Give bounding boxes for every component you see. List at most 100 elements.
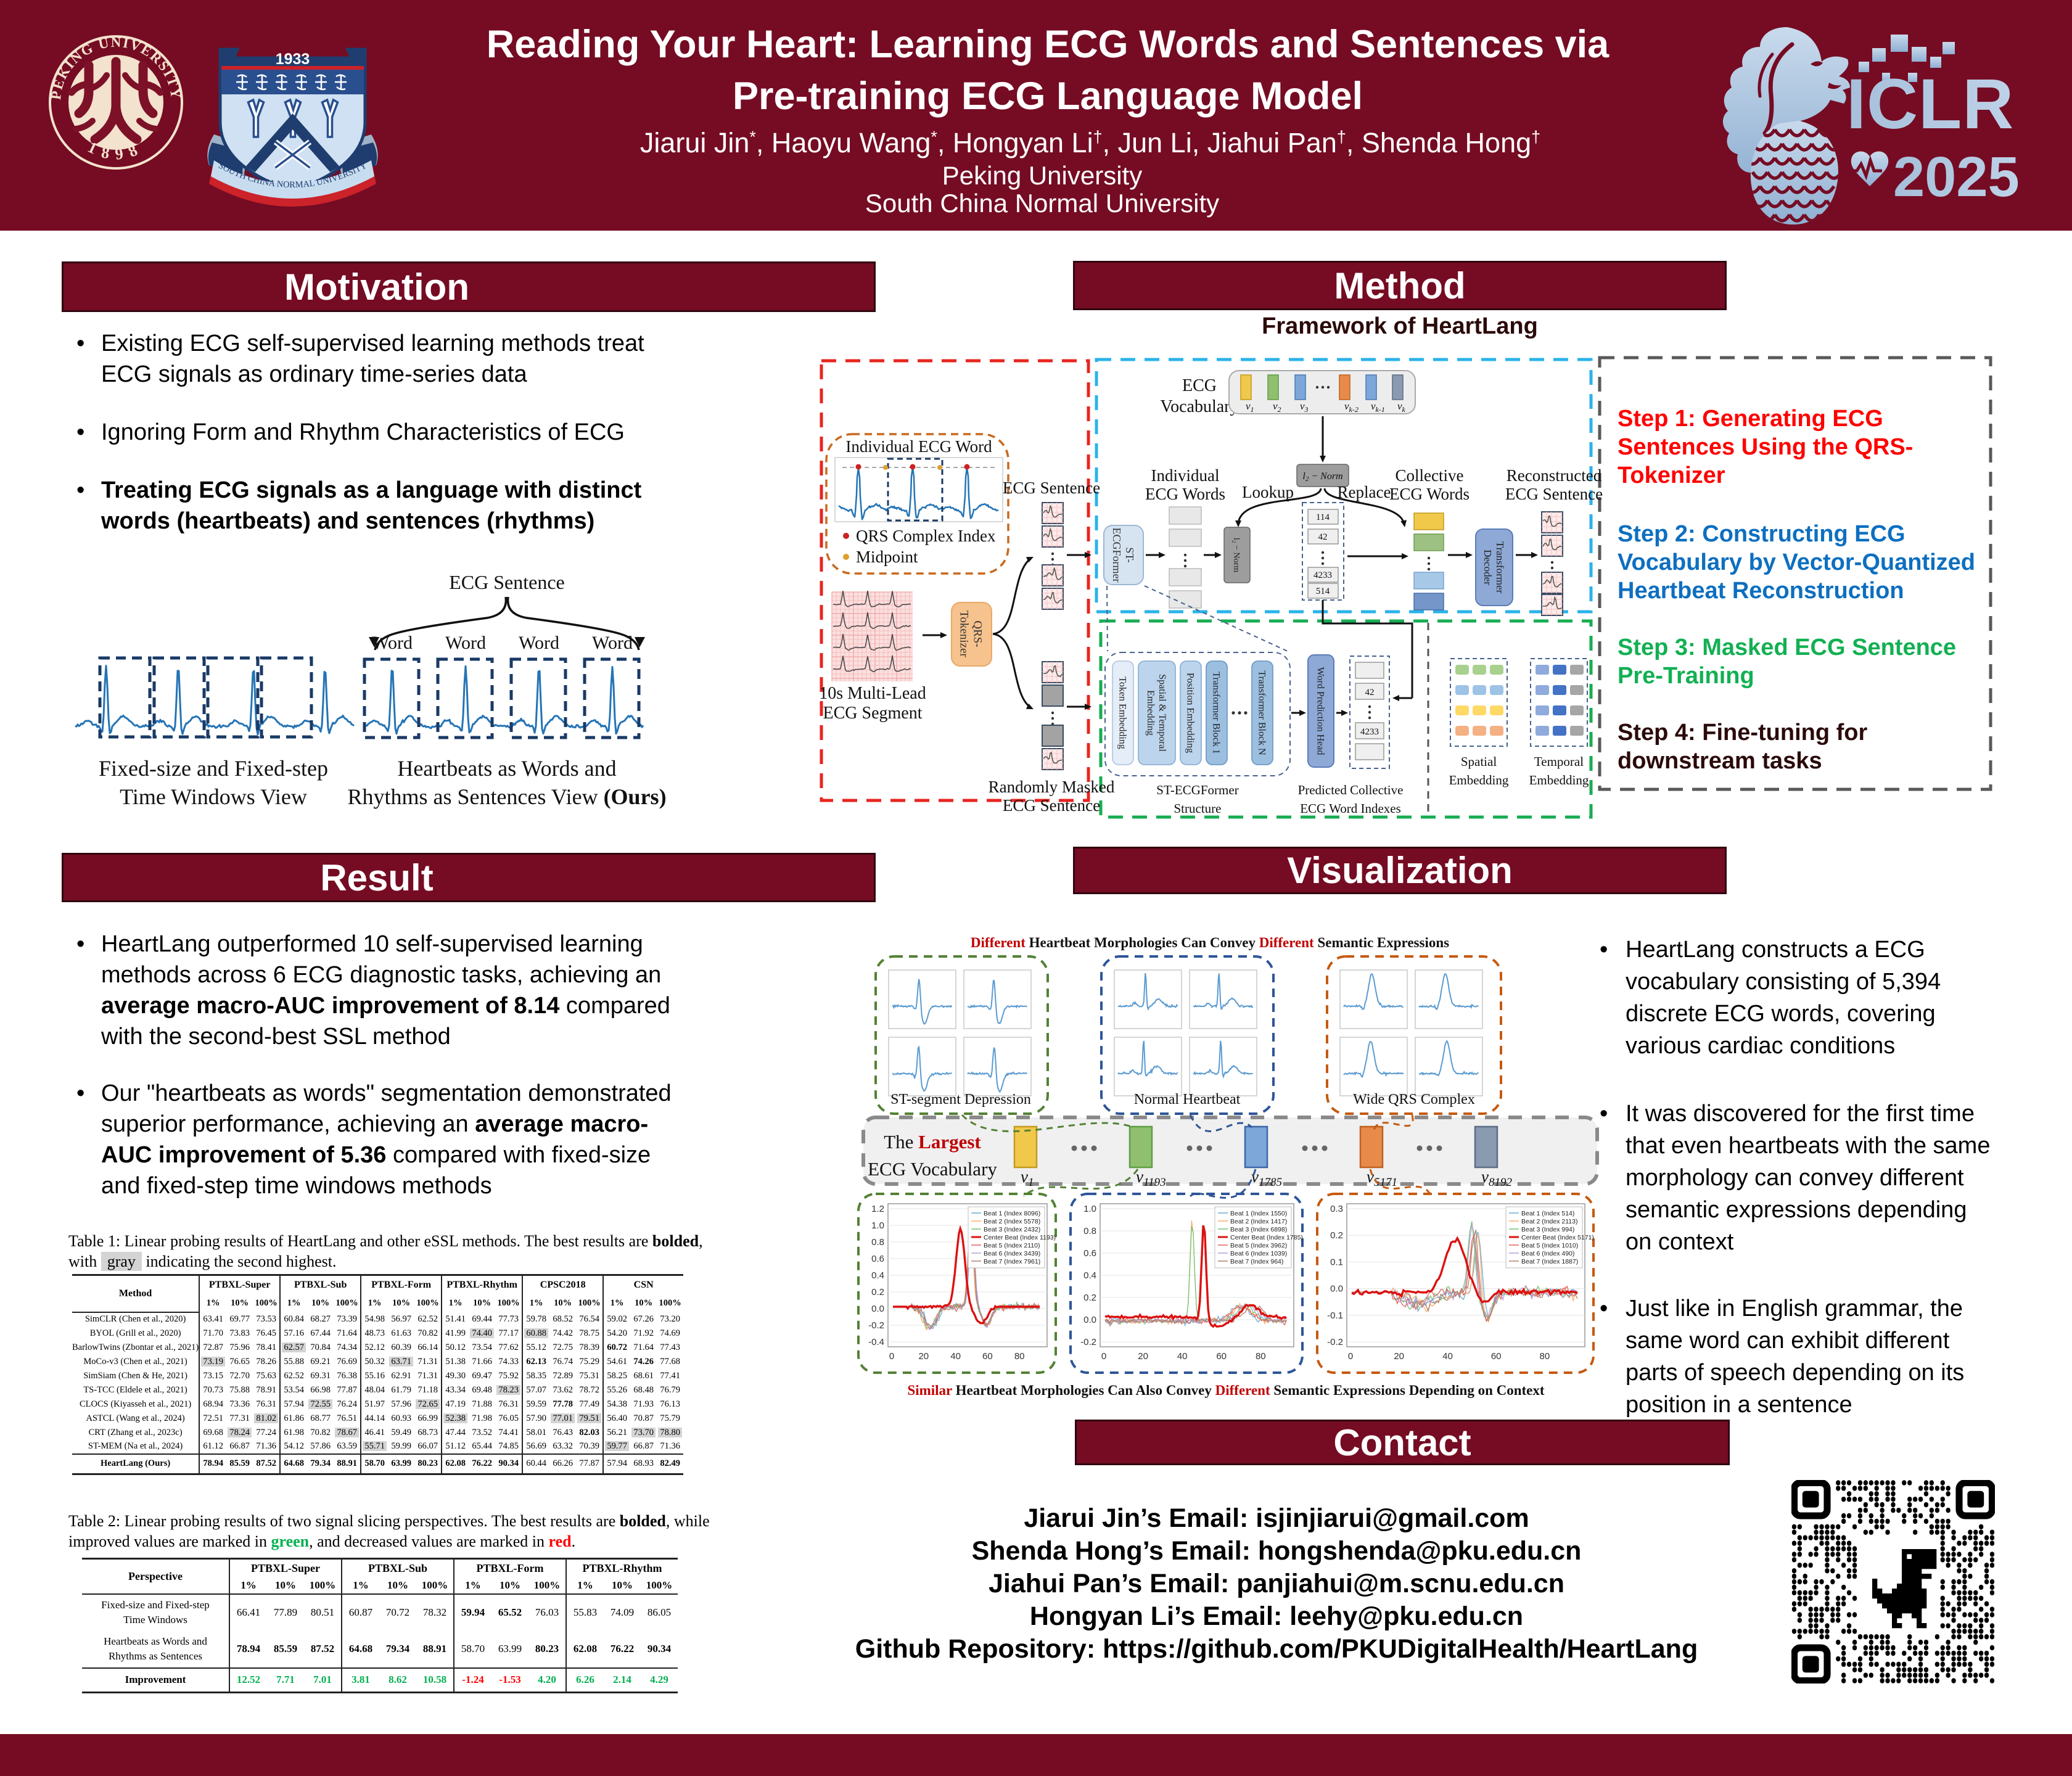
svg-text:Spatial & Temporal: Spatial & Temporal — [1157, 674, 1167, 752]
svg-text:60: 60 — [982, 1351, 993, 1362]
svg-text:Reconstructed: Reconstructed — [1507, 466, 1602, 485]
svg-text:ECG Sentence: ECG Sentence — [449, 571, 565, 593]
svg-text:Word Prediction Head: Word Prediction Head — [1315, 667, 1325, 755]
svg-text:Beat 6 (Index 490): Beat 6 (Index 490) — [1521, 1250, 1574, 1257]
svg-text:0.0: 0.0 — [871, 1304, 884, 1314]
svg-text:Beat 7 (Index 1887): Beat 7 (Index 1887) — [1521, 1258, 1578, 1265]
svg-text:1.0: 1.0 — [1083, 1204, 1096, 1214]
svg-text:Temporal: Temporal — [1534, 754, 1584, 769]
svg-text:4233: 4233 — [1314, 570, 1332, 580]
svg-text:1933: 1933 — [276, 51, 310, 68]
svg-text:0.8: 0.8 — [1083, 1226, 1096, 1236]
svg-text:Center Beat (Index 5171): Center Beat (Index 5171) — [1521, 1234, 1594, 1241]
svg-text:Beat 5 (Index 3962): Beat 5 (Index 3962) — [1230, 1242, 1287, 1249]
svg-text:42: 42 — [1365, 688, 1375, 697]
svg-text:Beat 2 (Index 1417): Beat 2 (Index 1417) — [1230, 1218, 1287, 1225]
svg-text:Center Beat (Index 1193): Center Beat (Index 1193) — [984, 1234, 1056, 1241]
svg-text:60: 60 — [1491, 1351, 1502, 1362]
svg-text:The Largest: The Largest — [884, 1131, 981, 1153]
svg-text:Sentences Using the QRS-: Sentences Using the QRS- — [1618, 434, 1913, 460]
svg-text:downstream tasks: downstream tasks — [1618, 748, 1822, 774]
svg-text:Normal Heartbeat: Normal Heartbeat — [1134, 1092, 1241, 1108]
svg-text:Beat 1 (Index 8096): Beat 1 (Index 8096) — [984, 1210, 1040, 1217]
svg-text:ST-: ST- — [1124, 547, 1136, 562]
svg-text:ST-ECGFormer: ST-ECGFormer — [1156, 783, 1238, 797]
svg-text:Structure: Structure — [1174, 801, 1222, 816]
svg-text:Predicted Collective: Predicted Collective — [1298, 783, 1404, 797]
svg-text:Fixed-size and Fixed-step: Fixed-size and Fixed-step — [99, 756, 328, 781]
svg-text:ST-segment Depression: ST-segment Depression — [890, 1092, 1031, 1108]
svg-text:Step 2: Constructing ECG: Step 2: Constructing ECG — [1618, 521, 1906, 547]
svg-text:Beat 3 (Index 994): Beat 3 (Index 994) — [1521, 1226, 1574, 1233]
svg-text:-0.2: -0.2 — [1080, 1337, 1096, 1347]
svg-text:0.6: 0.6 — [871, 1254, 884, 1264]
svg-text:Embedding: Embedding — [1145, 690, 1156, 736]
svg-text:0.4: 0.4 — [1083, 1270, 1096, 1281]
svg-text:1.0: 1.0 — [871, 1220, 884, 1231]
svg-text:l₂ − Norm: l₂ − Norm — [1231, 538, 1241, 572]
svg-text:Rhythms as Sentences View (Our: Rhythms as Sentences View (Ours) — [347, 784, 666, 809]
svg-text:Step 1: Generating ECG: Step 1: Generating ECG — [1618, 406, 1883, 432]
svg-text:Vocabulary: Vocabulary — [1161, 397, 1239, 416]
svg-text:Beat 6 (Index 1039): Beat 6 (Index 1039) — [1230, 1250, 1287, 1257]
svg-text:Beat 7 (Index 7961): Beat 7 (Index 7961) — [984, 1258, 1040, 1265]
svg-text:0.1: 0.1 — [1330, 1257, 1343, 1267]
svg-text:Step 4: Fine-tuning for: Step 4: Fine-tuning for — [1618, 720, 1868, 746]
svg-text:ECG Word Indexes: ECG Word Indexes — [1300, 801, 1401, 816]
svg-text:ECG Sentence: ECG Sentence — [1505, 485, 1603, 503]
svg-text:Tokenizer: Tokenizer — [1618, 462, 1725, 488]
svg-text:-0.4: -0.4 — [868, 1337, 884, 1347]
svg-text:Time Windows View: Time Windows View — [120, 784, 307, 809]
svg-text:QRS Complex Index: QRS Complex Index — [856, 527, 996, 545]
svg-text:Beat 2 (Index 2113): Beat 2 (Index 2113) — [1521, 1218, 1577, 1225]
svg-text:Beat 2 (Index 5578): Beat 2 (Index 5578) — [984, 1218, 1040, 1225]
svg-text:Transformer Block N: Transformer Block N — [1256, 670, 1267, 755]
svg-text:40: 40 — [950, 1351, 961, 1362]
svg-text:Decoder: Decoder — [1482, 549, 1494, 585]
svg-text:Heartbeat Reconstruction: Heartbeat Reconstruction — [1618, 578, 1904, 604]
svg-text:ECG: ECG — [1182, 376, 1217, 395]
svg-text:40: 40 — [1177, 1351, 1188, 1362]
svg-text:ECG Words: ECG Words — [1145, 485, 1225, 503]
svg-text:Beat 7 (Index 964): Beat 7 (Index 964) — [1230, 1258, 1283, 1265]
svg-text:0.0: 0.0 — [1330, 1284, 1343, 1294]
svg-text:Token Embedding: Token Embedding — [1117, 676, 1127, 749]
svg-text:0.2: 0.2 — [1083, 1293, 1096, 1303]
svg-text:Similar Heartbeat Morphologies: Similar Heartbeat Morphologies Can Also … — [907, 1383, 1544, 1398]
svg-text:Word: Word — [445, 633, 486, 653]
svg-text:Beat 6 (Index 3439): Beat 6 (Index 3439) — [984, 1250, 1040, 1257]
svg-text:Embedding: Embedding — [1529, 773, 1589, 787]
svg-text:Different Heartbeat Morphologi: Different Heartbeat Morphologies Can Con… — [971, 935, 1449, 950]
svg-text:Heartbeats as Words and: Heartbeats as Words and — [397, 756, 616, 781]
svg-text:1.2: 1.2 — [871, 1204, 884, 1214]
svg-text:0.6: 0.6 — [1083, 1248, 1096, 1259]
svg-text:0.0: 0.0 — [1083, 1315, 1096, 1325]
svg-text:Randomly Masked: Randomly Masked — [989, 778, 1115, 796]
svg-text:ECG Sentence: ECG Sentence — [1003, 479, 1100, 497]
svg-text:Vocabulary by Vector-Quantized: Vocabulary by Vector-Quantized — [1618, 549, 1975, 575]
svg-text:ECGFormer: ECGFormer — [1111, 528, 1123, 583]
svg-text:ECG Words: ECG Words — [1389, 485, 1470, 503]
svg-text:-0.2: -0.2 — [868, 1320, 884, 1331]
svg-text:Step 3: Masked ECG Sentence: Step 3: Masked ECG Sentence — [1618, 635, 1956, 660]
svg-text:v1785: v1785 — [1251, 1167, 1282, 1189]
svg-text:20: 20 — [1394, 1351, 1404, 1362]
svg-text:Individual ECG Word: Individual ECG Word — [845, 437, 992, 456]
svg-text:Beat 5 (Index 1010): Beat 5 (Index 1010) — [1521, 1242, 1578, 1249]
svg-text:80: 80 — [1256, 1351, 1266, 1362]
svg-text:Embedding: Embedding — [1449, 773, 1509, 787]
svg-text:ECG Segment: ECG Segment — [823, 704, 923, 723]
svg-text:Beat 3 (Index 2432): Beat 3 (Index 2432) — [984, 1226, 1040, 1233]
svg-text:0.2: 0.2 — [871, 1287, 884, 1297]
svg-text:0: 0 — [1348, 1351, 1353, 1362]
svg-text:ICLR: ICLR — [1846, 65, 2014, 144]
svg-text:10s Multi-Lead: 10s Multi-Lead — [819, 684, 926, 703]
svg-text:Beat 3 (Index 6898): Beat 3 (Index 6898) — [1230, 1226, 1287, 1233]
svg-text:Lookup: Lookup — [1242, 483, 1294, 501]
svg-text:Position Embedding: Position Embedding — [1185, 673, 1195, 753]
svg-text:20: 20 — [1138, 1351, 1148, 1362]
svg-text:Pre-Training: Pre-Training — [1618, 663, 1754, 689]
svg-text:Beat 1 (Index 1550): Beat 1 (Index 1550) — [1230, 1210, 1287, 1217]
svg-text:Tokenizer: Tokenizer — [957, 610, 970, 657]
svg-text:0: 0 — [1101, 1351, 1106, 1362]
